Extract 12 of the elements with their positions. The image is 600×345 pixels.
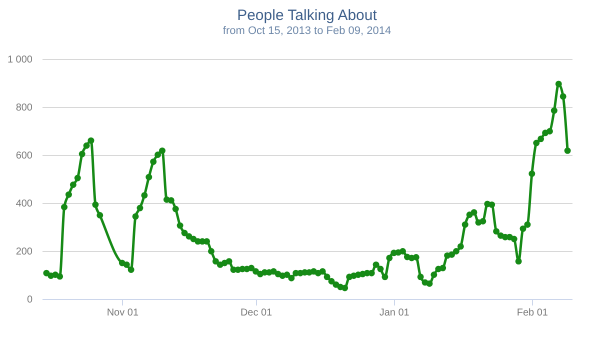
y-tick-label: 600 (16, 150, 33, 162)
y-tick-label: 1 000 (7, 54, 33, 66)
y-tick-label: 400 (16, 198, 33, 210)
x-tick-label: Feb 01 (516, 308, 548, 318)
chart-title: People Talking About (237, 7, 378, 24)
y-tick-label: 800 (16, 102, 33, 114)
x-tick-label: Jan 01 (379, 308, 410, 318)
y-tick-label: 0 (26, 294, 33, 306)
chart-subtitle: from Oct 15, 2013 to Feb 09, 2014 (222, 25, 392, 37)
x-tick-label: Dec 01 (240, 308, 273, 318)
x-tick-label: Nov 01 (106, 308, 139, 318)
y-tick-label: 200 (16, 246, 33, 258)
